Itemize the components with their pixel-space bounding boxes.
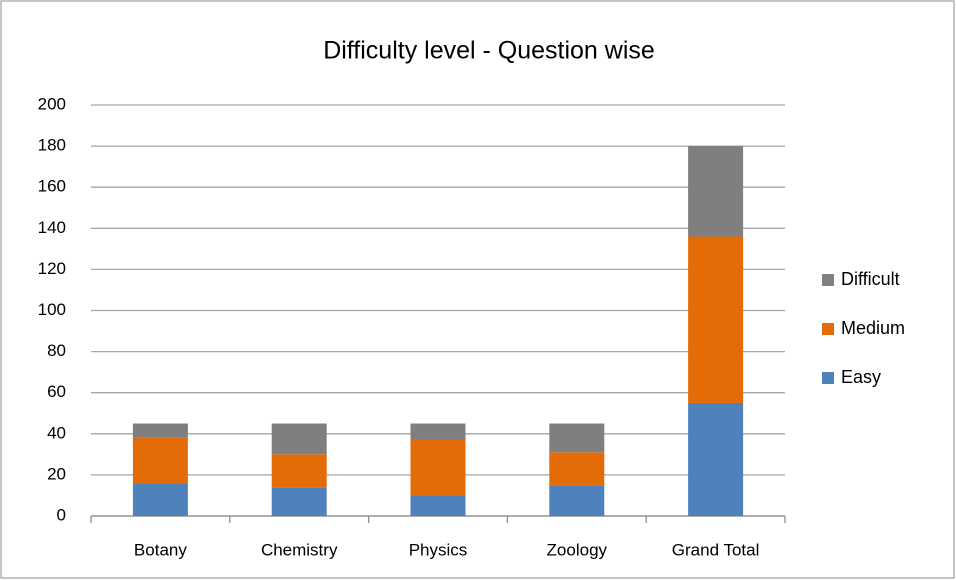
y-tick-label: 180 (38, 136, 66, 155)
y-tick-label: 0 (57, 505, 66, 524)
x-tick-label: Chemistry (261, 540, 338, 559)
legend-swatch (822, 274, 834, 286)
chart-title: Difficulty level - Question wise (323, 37, 655, 65)
y-tick-label: 40 (47, 423, 66, 442)
bar-segment (410, 439, 466, 496)
bar-segment (271, 423, 327, 455)
y-tick-label: 120 (38, 259, 66, 278)
legend-swatch (822, 372, 834, 384)
y-tick-label: 160 (38, 177, 66, 196)
legend-swatch (822, 323, 834, 335)
y-tick-label: 60 (47, 382, 66, 401)
bar-segment (549, 452, 605, 486)
bar-segment (688, 236, 744, 403)
legend-label: Difficult (841, 269, 900, 289)
legend-label: Medium (841, 318, 905, 338)
y-tick-label: 20 (47, 464, 66, 483)
bar-segment (132, 437, 188, 484)
bar-segment (132, 423, 188, 438)
y-tick-label: 140 (38, 218, 66, 237)
x-tick-label: Physics (409, 540, 468, 559)
bar-segment (271, 487, 327, 516)
y-tick-label: 200 (38, 94, 66, 113)
y-tick-label: 100 (38, 300, 66, 319)
bar-segment (410, 495, 466, 516)
x-tick-label: Botany (134, 540, 187, 559)
x-tick-label: Zoology (547, 540, 608, 559)
bar-segment (410, 423, 466, 440)
y-tick-label: 80 (47, 341, 66, 360)
x-tick-label: Grand Total (672, 540, 760, 559)
bar-segment (688, 402, 744, 516)
bar-segment (549, 485, 605, 516)
bar-segment (271, 454, 327, 488)
bar-segment (688, 146, 744, 237)
bar-segment (132, 483, 188, 516)
bar-segment (549, 423, 605, 453)
legend-label: Easy (841, 367, 881, 387)
